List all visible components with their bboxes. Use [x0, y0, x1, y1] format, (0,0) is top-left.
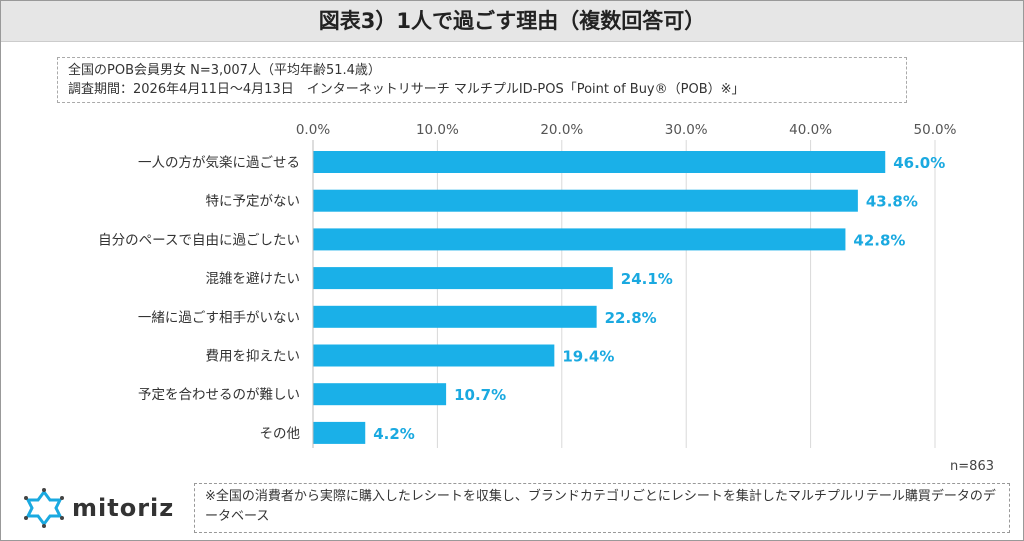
data-label: 4.2% [373, 425, 415, 443]
category-label: 一緒に過ごす相手がいない [138, 310, 300, 326]
data-label: 42.8% [853, 231, 905, 249]
logo: mitoriz [22, 488, 174, 528]
info-line-2: 調査期間：2026年4月11日～4月13日 インターネットリサーチ マルチプルI… [68, 82, 745, 97]
bar [313, 189, 858, 212]
data-label: 46.0% [893, 154, 945, 172]
bar [313, 267, 613, 290]
bar [313, 305, 597, 328]
category-label: 一人の方が気楽に過ごせる [138, 155, 300, 171]
bar [313, 421, 366, 444]
tick-label: 10.0% [416, 122, 459, 138]
chart-title: 図表3）1人で過ごす理由（複数回答可） [1, 1, 1023, 42]
category-label: 特に予定がない [206, 194, 301, 210]
tick-label: 0.0% [296, 122, 330, 138]
category-label: その他 [260, 426, 301, 442]
info-line-1: 全国のPOB会員男女 N=3,007人（平均年齢51.4歳） [68, 63, 381, 78]
bar [313, 344, 555, 367]
survey-info: 全国のPOB会員男女 N=3,007人（平均年齢51.4歳） 調査期間：2026… [57, 57, 907, 103]
tick-label: 20.0% [540, 122, 583, 138]
category-label: 予定を合わせるのが難しい [138, 387, 300, 403]
data-label: 43.8% [866, 193, 918, 211]
mitoriz-logo-icon [24, 488, 64, 528]
bar [313, 383, 447, 406]
category-label: 自分のペースで自由に過ごしたい [98, 232, 300, 248]
footnote: ※全国の消費者から実際に購入したレシートを収集し、ブランドカテゴリごとにレシート… [194, 483, 1010, 533]
bar [313, 228, 846, 251]
category-label: 混雑を避けたい [206, 271, 301, 287]
bar-chart: 0.0% 10.0% 20.0% 30.0% 40.0% 50.0% 一人の方が気楽に過ごせ… [98, 122, 957, 448]
data-label: 22.8% [605, 309, 657, 327]
tick-label: 50.0% [914, 122, 957, 138]
bar [313, 151, 886, 173]
data-label: 10.7% [454, 386, 506, 404]
tick-label: 40.0% [789, 122, 832, 138]
sample-size: n=863 [950, 459, 994, 474]
data-label: 19.4% [562, 348, 614, 366]
data-label: 24.1% [621, 270, 673, 288]
logo-text: mitoriz [72, 494, 175, 522]
category-label: 費用を抑えたい [206, 349, 301, 365]
tick-label: 30.0% [665, 122, 708, 138]
